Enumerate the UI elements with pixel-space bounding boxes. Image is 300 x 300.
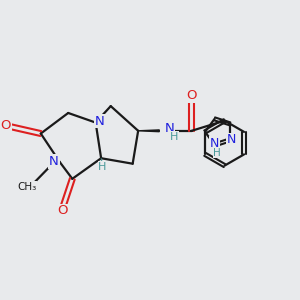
Text: N: N <box>226 134 236 146</box>
Text: N: N <box>94 115 104 128</box>
Text: N: N <box>210 137 219 150</box>
Text: H: H <box>98 162 107 172</box>
Text: N: N <box>164 122 174 135</box>
Polygon shape <box>138 130 159 132</box>
Text: O: O <box>0 119 11 132</box>
Text: O: O <box>58 204 68 218</box>
Text: H: H <box>213 148 221 158</box>
Text: CH₃: CH₃ <box>17 182 37 192</box>
Text: H: H <box>169 132 178 142</box>
Text: N: N <box>49 155 59 168</box>
Text: O: O <box>186 89 196 102</box>
